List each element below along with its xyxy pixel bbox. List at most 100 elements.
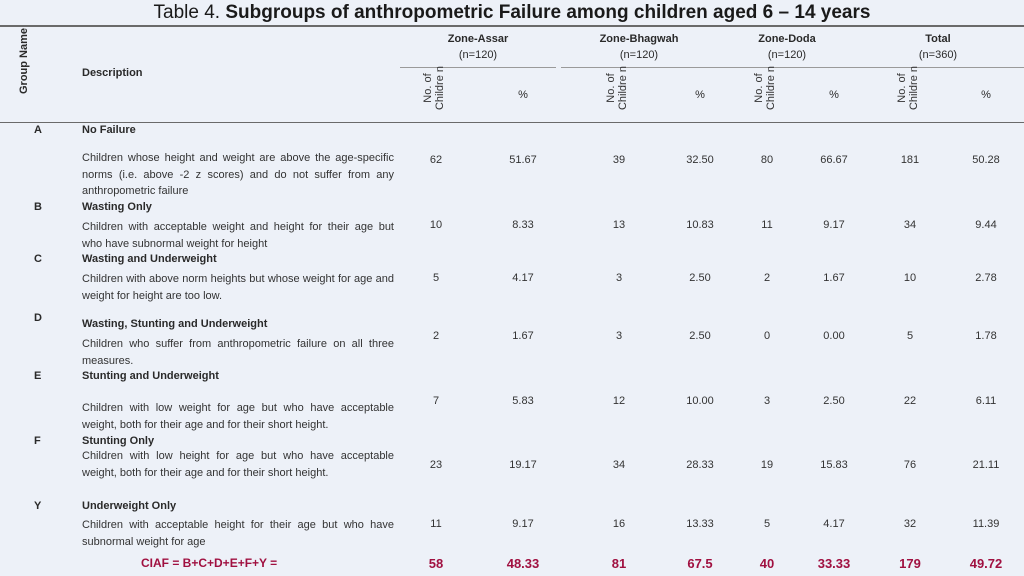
cell-count: 5	[906, 330, 914, 342]
cell-percent: 8.33	[512, 219, 534, 231]
group-description: Children with acceptable height for thei…	[82, 519, 394, 548]
cell-count: 7	[432, 395, 440, 407]
cell-percent: 9.44	[975, 219, 997, 231]
cell-count: 39	[612, 154, 626, 166]
zone-sample-size: (n=120)	[619, 49, 659, 61]
cell-count: 2	[763, 272, 771, 284]
group-letter: A	[34, 124, 42, 136]
ciaf-percent: 67.5	[687, 556, 713, 571]
cell-count: 181	[900, 154, 920, 166]
cell-count: 19	[760, 459, 774, 471]
cell-percent: 9.17	[823, 219, 845, 231]
ciaf-label: CIAF = B+C+D+E+F+Y =	[141, 556, 278, 570]
ciaf-count: 40	[759, 556, 775, 571]
group-title: Wasting and Underweight	[82, 253, 217, 265]
cell-percent: 28.33	[686, 459, 714, 471]
cell-percent: 15.83	[820, 459, 848, 471]
cell-count: 3	[615, 272, 623, 284]
percent-header: %	[518, 89, 528, 101]
cell-count: 11	[430, 518, 442, 530]
zone-underline	[709, 67, 865, 68]
cell-count: 34	[612, 459, 626, 471]
cell-percent: 50.28	[972, 154, 1000, 166]
ciaf-count: 81	[611, 556, 627, 571]
zone-header: Zone-Doda (n=120)	[717, 31, 857, 63]
cell-percent: 51.67	[509, 154, 537, 166]
cell-count: 11	[761, 219, 773, 231]
group-description: Children with acceptable weight and heig…	[82, 221, 394, 250]
group-letter: B	[34, 201, 42, 213]
group-letter: F	[34, 435, 41, 447]
cell-count: 23	[429, 459, 443, 471]
cell-percent: 4.17	[823, 518, 845, 530]
cell-percent: 6.11	[975, 395, 997, 407]
zone-name: Total	[925, 33, 951, 45]
group-letter: D	[34, 312, 42, 324]
zone-name: Zone-Assar	[447, 33, 509, 45]
cell-percent: 9.17	[512, 518, 534, 530]
cell-count: 34	[903, 219, 917, 231]
group-title: Stunting Only	[82, 435, 155, 447]
cell-percent: 66.67	[820, 154, 848, 166]
group-title: Wasting Only	[82, 201, 152, 213]
ciaf-percent: 48.33	[506, 556, 540, 571]
cell-percent: 5.83	[512, 395, 534, 407]
cell-count: 0	[763, 330, 771, 342]
cell-count: 62	[429, 154, 443, 166]
zone-header: Total (n=360)	[868, 31, 1008, 63]
cell-count: 10	[903, 272, 917, 284]
ciaf-percent: 49.72	[969, 556, 1003, 571]
group-description: Children with low weight for age but who…	[82, 402, 394, 431]
cell-percent: 10.83	[686, 219, 714, 231]
percent-header: %	[695, 89, 705, 101]
cell-count: 3	[763, 395, 771, 407]
table-number: Table 4.	[153, 2, 221, 23]
cell-percent: 1.78	[975, 330, 997, 342]
description-header: Description	[82, 67, 143, 79]
cell-percent: 1.67	[512, 330, 534, 342]
group-name-header: Group Name	[18, 28, 30, 95]
zone-sample-size: (n=120)	[458, 49, 498, 61]
group-description: Children with low height for age but who…	[82, 450, 394, 479]
cell-percent: 13.33	[686, 518, 714, 530]
group-title: No Failure	[82, 124, 136, 136]
cell-count: 13	[612, 219, 626, 231]
cell-percent: 0.00	[823, 330, 845, 342]
cell-percent: 2.50	[823, 395, 845, 407]
zone-name: Zone-Doda	[758, 33, 816, 45]
cell-percent: 19.17	[509, 459, 537, 471]
group-letter: E	[34, 370, 42, 382]
zone-sample-size: (n=120)	[767, 49, 807, 61]
table-title: Table 4. Subgroups of anthropometric Fai…	[0, 2, 1024, 24]
cell-percent: 11.39	[972, 518, 1000, 530]
header-rule	[0, 122, 1024, 123]
cell-count: 12	[612, 395, 626, 407]
cell-percent: 2.50	[689, 272, 711, 284]
cell-count: 2	[432, 330, 440, 342]
zone-name: Zone-Bhagwah	[599, 33, 679, 45]
group-description: Children whose height and weight are abo…	[82, 152, 394, 197]
percent-header: %	[981, 89, 991, 101]
cell-percent: 21.11	[972, 459, 1000, 471]
cell-count: 5	[432, 272, 440, 284]
n-children-header: No. of Childre n	[896, 65, 920, 111]
zone-underline	[400, 67, 556, 68]
cell-count: 3	[615, 330, 623, 342]
cell-percent: 2.78	[975, 272, 997, 284]
group-title: Wasting, Stunting and Underweight	[82, 318, 268, 330]
group-title: Underweight Only	[82, 500, 177, 512]
ciaf-count: 179	[899, 556, 921, 571]
cell-count: 22	[903, 395, 917, 407]
cell-percent: 4.17	[512, 272, 534, 284]
zone-header: Zone-Bhagwah (n=120)	[569, 31, 709, 63]
cell-percent: 10.00	[686, 395, 714, 407]
ciaf-percent: 33.33	[817, 556, 851, 571]
group-letter: C	[34, 253, 42, 265]
ciaf-count: 58	[428, 556, 444, 571]
zone-sample-size: (n=360)	[918, 49, 958, 61]
table-caption: Subgroups of anthropometric Failure amon…	[225, 2, 871, 23]
cell-count: 32	[903, 518, 917, 530]
group-letter: Y	[34, 500, 42, 512]
group-description: Children with above norm heights but who…	[82, 273, 394, 302]
zone-underline	[860, 67, 1024, 68]
